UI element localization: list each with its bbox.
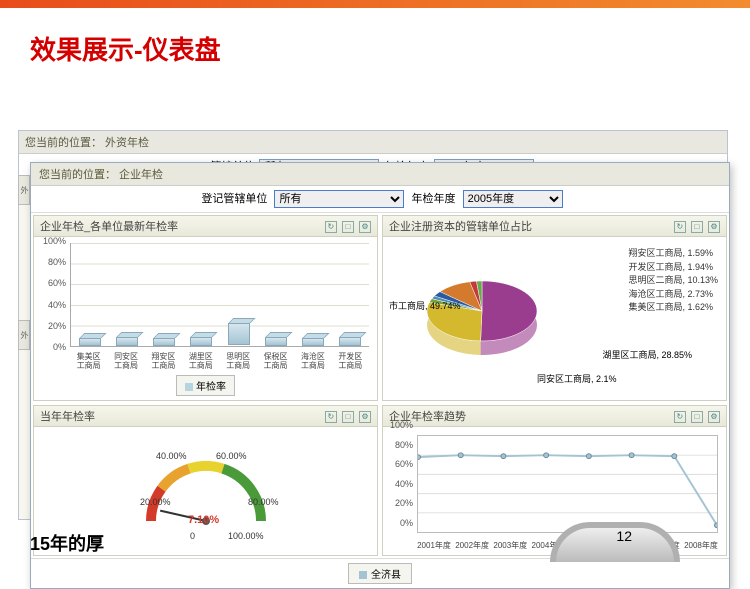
refresh-icon[interactable]: ↻ (674, 221, 686, 233)
pie-label-left: 市工商局, 49.74% (389, 299, 461, 312)
filter2-label: 年检年度 (412, 193, 456, 205)
side-tab-1[interactable]: 外 (18, 175, 30, 205)
pie-label-br: 湖里区工商局, 28.85% (602, 348, 692, 361)
pie-labels: 翔安区工商局, 1.59%开发区工商局, 1.94%思明区二商局, 10.13%… (628, 247, 718, 315)
gauge-svg: 7.10% (106, 431, 306, 541)
panel-pie-title: 企业注册资本的管辖单位占比 (389, 218, 532, 234)
panel-gauge-toolbar: ↻ □ ⚙ (323, 410, 371, 423)
filter2-select[interactable]: 2005年度 (463, 190, 563, 208)
footer-text: 15年的厚 (30, 530, 104, 556)
gear-icon[interactable]: ⚙ (708, 221, 720, 233)
pie-chart: 翔安区工商局, 1.59%开发区工商局, 1.94%思明区二商局, 10.13%… (387, 241, 722, 389)
footer-legend-swatch (359, 571, 367, 579)
bg-breadcrumb: 您当前的位置： 外资年检 (19, 131, 727, 154)
panel-bar-title: 企业年检_各单位最新年检率 (40, 218, 178, 234)
filter-row: 登记管辖单位 所有 年检年度 2005年度 (31, 186, 729, 213)
bottom-decoration (550, 522, 680, 562)
panel-line-toolbar: ↻ □ ⚙ (672, 410, 720, 423)
line-plot (417, 435, 718, 533)
expand-icon[interactable]: □ (342, 221, 354, 233)
footer-legend-label: 全济县 (371, 570, 401, 581)
panels-grid: 企业年检_各单位最新年检率 ↻ □ ⚙ 0%20%40%60%80%100% 集… (31, 213, 729, 558)
refresh-icon[interactable]: ↻ (674, 411, 686, 423)
bar-legend-label: 年检率 (196, 382, 226, 393)
refresh-icon[interactable]: ↻ (325, 411, 337, 423)
bar-plot (70, 243, 369, 347)
page-number: 12 (616, 528, 632, 544)
filter1-label: 登记管辖单位 (201, 193, 267, 205)
line-svg (418, 436, 717, 532)
bar-x-axis: 集美区工商局同安区工商局翔安区工商局湖里区工商局思明区工商局保税区工商局海沧区工… (70, 353, 369, 371)
refresh-icon[interactable]: ↻ (325, 221, 337, 233)
panel-bar: 企业年检_各单位最新年检率 ↻ □ ⚙ 0%20%40%60%80%100% 集… (33, 215, 378, 401)
panel-gauge-title: 当年年检率 (40, 408, 95, 424)
line-y-axis: 0%20%40%60%80%100% (387, 435, 415, 533)
pie-label-bottom: 同安区工商局, 2.1% (537, 372, 617, 385)
panel-pie-toolbar: ↻ □ ⚙ (672, 220, 720, 233)
panel-bar-toolbar: ↻ □ ⚙ (323, 220, 371, 233)
side-tab-2[interactable]: 外 (18, 320, 30, 350)
footer-legend: 全济县 (31, 558, 729, 588)
bar-legend-swatch (185, 383, 193, 391)
bar-chart: 0%20%40%60%80%100% 集美区工商局同安区工商局翔安区工商局湖里区… (38, 241, 373, 371)
expand-icon[interactable]: □ (691, 221, 703, 233)
slide-title: 效果展示-仪表盘 (0, 8, 750, 67)
expand-icon[interactable]: □ (342, 411, 354, 423)
panel-line: 企业年检率趋势 ↻ □ ⚙ 0%20%40%60%80%100% 2001年度2… (382, 405, 727, 556)
gear-icon[interactable]: ⚙ (708, 411, 720, 423)
filter1-select[interactable]: 所有 (274, 190, 404, 208)
bar-y-axis: 0%20%40%60%80%100% (38, 241, 68, 347)
svg-text:7.10%: 7.10% (188, 514, 219, 526)
panel-pie: 企业注册资本的管辖单位占比 ↻ □ ⚙ 翔安区工商局, 1.59%开发区工商局,… (382, 215, 727, 401)
orange-topbar (0, 0, 750, 8)
expand-icon[interactable]: □ (691, 411, 703, 423)
gear-icon[interactable]: ⚙ (359, 221, 371, 233)
gear-icon[interactable]: ⚙ (359, 411, 371, 423)
line-chart: 0%20%40%60%80%100% 2001年度2002年度2003年度200… (387, 431, 722, 551)
pie-svg (407, 261, 557, 371)
breadcrumb: 您当前的位置： 企业年检 (31, 163, 729, 186)
bar-legend: 年检率 (38, 375, 373, 396)
